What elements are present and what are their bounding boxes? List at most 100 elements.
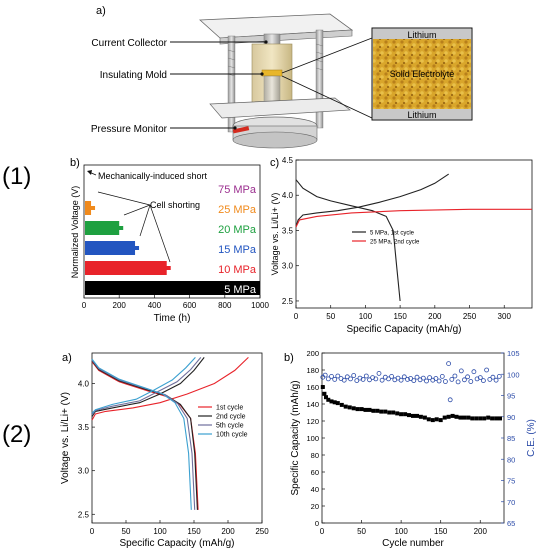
capacity-point [326,397,331,402]
capacity-point [383,409,388,414]
capacity-point [490,416,495,421]
capacity-point [355,407,360,412]
ce-point [408,376,414,381]
y-axis-label: Voltage vs. Li/Li+ (V) [60,392,71,484]
ce-point [446,361,452,367]
capacity-point [363,407,368,412]
ce-point [458,368,464,374]
y-axis-label: Normalized Voltage (V) [70,186,80,279]
y-tick-label: 0 [315,519,319,528]
capacity-point [351,406,356,411]
capacity-point [375,408,380,413]
x-tick-label: 250 [255,527,269,536]
x-tick-label: 100 [359,312,373,321]
series-line-2-charge [91,357,202,416]
x-tick-label: 150 [434,527,448,536]
x-tick-label: 150 [393,312,407,321]
capacity-point [462,415,467,420]
label-current-collector: Current Collector [91,38,167,49]
x-axis-label: Cycle number [382,538,444,549]
panel-letter: b) [70,157,80,169]
capacity-point [343,404,348,409]
ce-point [398,377,404,383]
y-tick-label: 180 [306,366,319,375]
series-line-0-charge [295,173,450,228]
middle-plate [209,97,351,119]
x-tick-label: 100 [153,527,167,536]
capacity-point [418,414,423,419]
ce-point [471,369,477,375]
label-pressure-monitor: Pressure Monitor [91,124,168,135]
ce-point [487,376,493,382]
y-tick-label: 3.5 [282,226,294,235]
ce-point [360,376,366,382]
short-marker-1 [90,206,96,210]
category-label: 5 MPa [224,284,257,296]
ce-point [401,374,407,380]
ce-point [468,379,474,384]
ce-point [452,373,458,379]
ce-point [344,374,350,380]
y-tick-label: 2.5 [78,510,90,519]
short-marker-2 [118,226,124,230]
inset-lithium-bottom [373,109,471,119]
ce-point [341,377,347,383]
y-tick-label: 3.5 [78,423,90,432]
capacity-point [482,416,487,421]
y-tick-label: 3.0 [78,467,90,476]
ce-point [389,373,395,379]
capacity-point [498,416,502,421]
y-axis-label: Voltage vs. Li/Li+ (V) [270,193,280,276]
y-tick-label: 140 [306,400,319,409]
plot-frame [83,164,261,299]
capacity-point [442,415,447,420]
inset-label-bottom: Lithium [407,110,436,120]
capacity-point [367,407,372,412]
legend-label-0: 1st cycle [216,405,243,412]
red-cable [232,126,250,134]
plot-frame [295,159,533,309]
category-label: 25 MPa [218,204,257,216]
ce-point [322,372,328,378]
y-tick-label: 4.5 [282,156,294,165]
x-tick-label: 50 [326,312,335,321]
y-tick-label: 100 [306,434,319,443]
ce-point [496,373,502,379]
panel-1b: b) 75 MPa 25 MPa 20 MPa 15 MPa 10 MPa 5 MPa 0… [70,157,269,324]
x-tick-label: 0 [82,301,87,310]
row-label-1: (1) [2,163,31,190]
ce-point [325,376,331,382]
y2-tick-label: 80 [507,455,515,464]
capacity-point [422,415,427,420]
capacity-point [347,405,352,410]
ce-point [424,378,429,384]
capacity-point [395,411,400,416]
ce-point [335,373,341,379]
ce-point [461,377,467,383]
panel-letter: a) [62,352,72,364]
ce-point [484,367,490,373]
series-line-1-discharge [91,360,198,510]
legend-label-2: 5th cycle [216,423,244,430]
category-label: 20 MPa [218,224,257,236]
x-tick-label: 300 [498,312,512,321]
panel-letter: b) [284,352,294,364]
y-tick-label: 20 [311,502,319,511]
series-line-0-discharge [91,361,199,510]
legend-label-1: 25 MPa, 2nd cycle [370,240,420,246]
capacity-point [320,385,325,389]
x-axis-label: Specific Capacity (mAh/g) [346,324,461,335]
ce-point [439,373,445,379]
bar-1 [85,201,92,215]
x-tick-label: 0 [294,312,299,321]
panel-letter: a) [96,5,106,17]
y2-tick-label: 95 [507,392,515,401]
inset-electrolyte [373,39,471,109]
y2-tick-label: 75 [507,477,515,486]
capacity-point [486,415,491,420]
ce-point [433,376,439,381]
ce-point [332,376,338,382]
panel-1a: a) Current Collector [91,5,473,149]
ce-point [447,397,453,403]
